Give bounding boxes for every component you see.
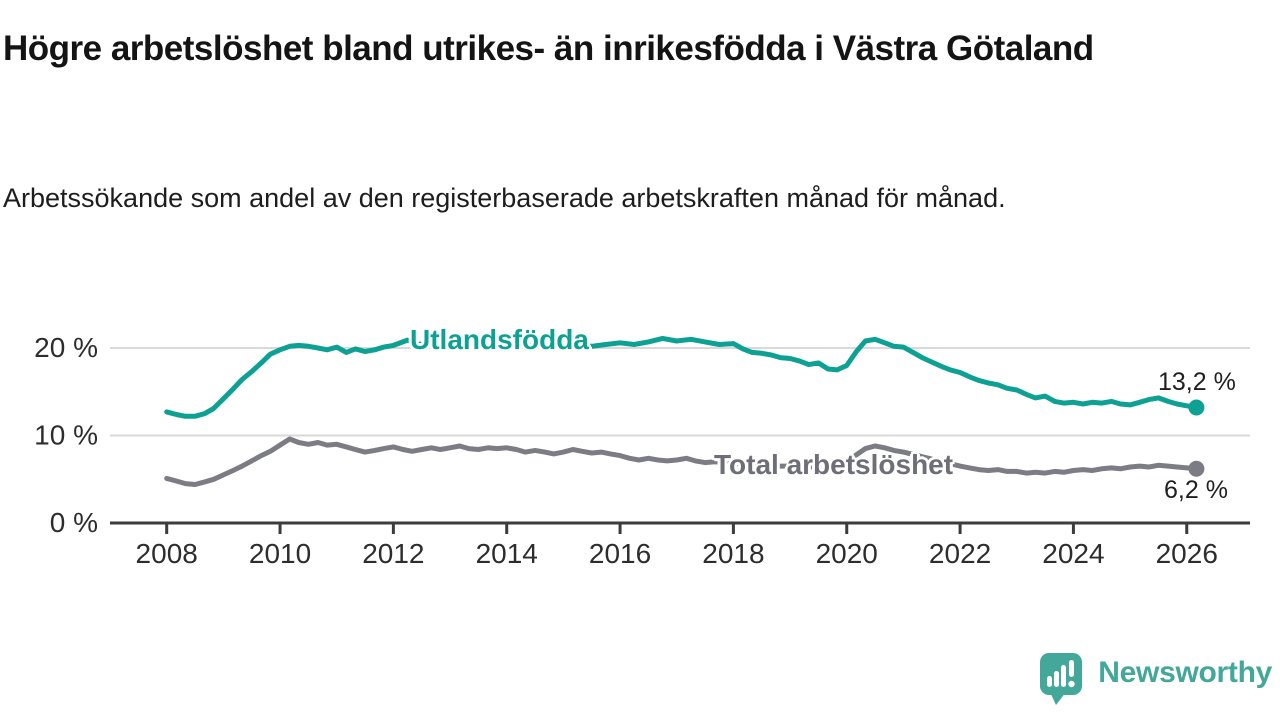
series-label-utlandsfodda: Utlandsfödda (410, 324, 589, 355)
chart-title: Högre arbetslöshet bland utrikes- än inr… (3, 29, 1094, 68)
x-tick-label: 2022 (929, 538, 991, 569)
x-tick-label: 2008 (136, 538, 198, 569)
chart-canvas: 0 % 10 % 20 % 2008 2010 2012 2014 2016 2018 2020 2… (34, 332, 1250, 569)
x-tick-label: 2010 (249, 538, 311, 569)
x-tick-label: 2020 (816, 538, 878, 569)
y-tick-label: 20 % (34, 332, 98, 363)
y-tick-label: 0 % (50, 507, 98, 538)
end-value-total-arbetsloshet: 6,2 % (1164, 476, 1228, 504)
x-tick-label: 2012 (362, 538, 424, 569)
y-tick-label: 10 % (34, 420, 98, 451)
x-tick-label: 2014 (476, 538, 538, 569)
end-value-utlandsfodda: 13,2 % (1158, 368, 1236, 396)
chart-subtitle: Arbetssökande som andel av den registerb… (3, 183, 1006, 213)
newsworthy-logo: Newsworthy (1039, 652, 1272, 706)
series-label-total-arbetsloshet: Total arbetslöshet (714, 449, 954, 480)
line-chart: 0 % 10 % 20 % 2008 2010 2012 2014 2016 2018 2020 2… (0, 295, 1280, 595)
x-tick-label: 2026 (1156, 538, 1218, 569)
newsworthy-bubble-chart-icon (1040, 653, 1083, 705)
x-tick-label: 2018 (702, 538, 764, 569)
x-tick-label: 2024 (1042, 538, 1104, 569)
series-line (164, 436, 1199, 487)
series-end-dot (1188, 399, 1205, 416)
newsworthy-wordmark: Newsworthy (1098, 656, 1272, 689)
x-tick-label: 2016 (589, 538, 651, 569)
series-line (164, 335, 1199, 419)
series-end-dot (1188, 460, 1205, 477)
